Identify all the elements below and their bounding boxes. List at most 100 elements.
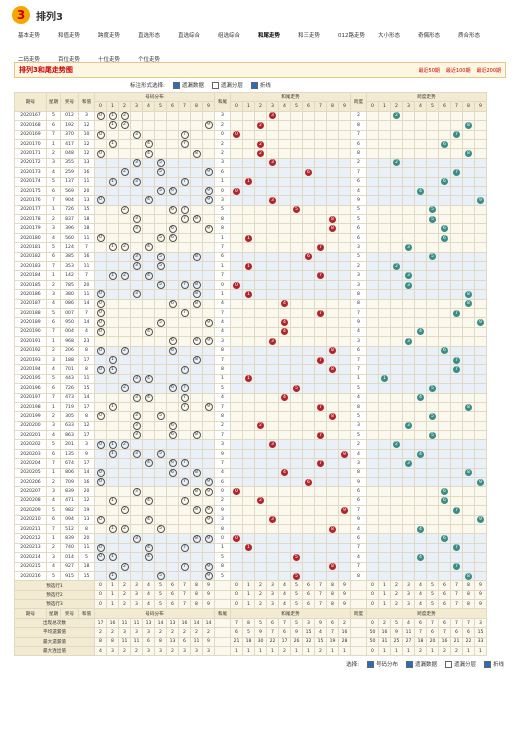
hit-cell: 4 [414, 448, 427, 460]
nav-tab[interactable]: 直选综合 [178, 33, 201, 39]
nav-tab[interactable]: 和三走势 [298, 33, 321, 39]
nav-tab[interactable]: 质合形态 [458, 33, 481, 39]
span: 6 [350, 232, 367, 244]
cell [178, 317, 191, 328]
cell [390, 298, 403, 310]
footer-option[interactable]: 遗漏分层 [444, 660, 476, 669]
nav-tab[interactable]: 大小形态 [378, 33, 401, 39]
checkbox[interactable] [172, 82, 180, 89]
nav-tab[interactable]: 和值走势 [58, 33, 81, 39]
range-link[interactable]: 最近100期 [445, 67, 471, 74]
hit-ball: 1 [245, 262, 252, 270]
cell [390, 326, 403, 338]
cell: 2020204 [14, 458, 47, 469]
cell: 1 [46, 204, 61, 216]
cell [178, 552, 191, 563]
nav-tab[interactable]: 个位走势 [138, 57, 161, 63]
cell: 726 [60, 383, 79, 394]
nav-tab[interactable]: 百位走势 [58, 57, 81, 63]
cell [178, 354, 191, 366]
digit-header: 6 [166, 101, 179, 112]
cell [278, 364, 291, 375]
preview-row: 预选行3 0 1 2 3 4 5 6 7 8 9 0 1 2 3 4 5 6 7 8 9 0 1 2 3 4 5 6 7 8 9 [14, 599, 487, 610]
cell [254, 364, 267, 375]
cell [278, 439, 291, 450]
hit-ball: 8 [192, 215, 201, 223]
cell [254, 392, 267, 403]
cell [378, 533, 391, 544]
cell [290, 148, 303, 159]
footer-option[interactable]: 折线 [483, 660, 504, 669]
cell [278, 185, 291, 197]
range-link[interactable]: 最近50期 [418, 67, 440, 74]
checkbox[interactable] [366, 661, 374, 669]
nav-tab[interactable]: 组选综合 [218, 33, 241, 39]
cell [378, 448, 391, 460]
hit-ball: 3 [405, 281, 412, 289]
footer-option[interactable]: 号码分布 [366, 660, 398, 669]
cell [202, 176, 215, 187]
cell: 2020174 [14, 176, 47, 187]
data-row: 2020188 5 007 7 0 7 7 7 7 7 [14, 307, 487, 319]
cell [450, 486, 463, 497]
nav-tab[interactable]: 和尾走势 [258, 33, 281, 39]
cell [302, 392, 315, 403]
span: 8 [350, 148, 367, 159]
cell: 13 [78, 514, 95, 525]
cell [378, 232, 391, 244]
nav-tab[interactable]: 奇偶形态 [418, 33, 441, 39]
cell [278, 552, 291, 563]
footer-option[interactable]: 遗漏数据 [405, 660, 437, 669]
cell [254, 167, 267, 178]
hit-ball: 2 [120, 347, 129, 355]
cell [166, 261, 179, 272]
hit-cell: 3 [266, 336, 279, 347]
cell [106, 542, 119, 554]
cell: 7 [46, 392, 61, 403]
nav-tab[interactable]: 基本走势 [18, 33, 41, 39]
hit-cell: 6 [438, 176, 451, 187]
checkbox[interactable] [405, 661, 413, 669]
nav-tab[interactable]: 跨度走势 [98, 33, 121, 39]
span: 6 [350, 533, 367, 544]
hit-cell: 3 [130, 430, 143, 441]
cell [242, 148, 255, 159]
checkbox[interactable] [250, 82, 258, 89]
nav-tab[interactable]: 直选形态 [138, 33, 161, 39]
cell [414, 195, 427, 206]
cell [438, 214, 451, 225]
cell: 188 [60, 354, 79, 366]
checkbox[interactable] [483, 661, 491, 669]
hit-ball: 5 [429, 431, 436, 439]
option[interactable]: 折线 [250, 81, 271, 89]
cell [166, 411, 179, 422]
cell [254, 514, 267, 525]
cell [266, 167, 279, 178]
cell [154, 129, 167, 140]
range-link[interactable]: 最近200期 [476, 67, 501, 74]
nav-tab[interactable]: 012路走势 [338, 33, 365, 39]
sum-tail: 6 [214, 251, 231, 263]
hit-cell: 0 [94, 439, 107, 450]
column-header: 跨度走势 [366, 608, 487, 619]
cell [338, 261, 351, 272]
nav-tab[interactable]: 十位走势 [98, 57, 121, 63]
cell: 5 [46, 242, 61, 253]
cell [438, 430, 451, 441]
hit-ball: 3 [132, 178, 141, 186]
option[interactable]: 遗漏分层 [211, 81, 243, 89]
stat-value: 3 [178, 646, 191, 657]
cell [302, 430, 315, 441]
cell [118, 392, 131, 403]
cell [130, 561, 143, 572]
preview-cell: 9 [474, 580, 487, 591]
checkbox[interactable] [444, 661, 452, 669]
hit-cell: 1 [106, 495, 119, 507]
span: 7 [350, 542, 367, 554]
cell [278, 430, 291, 441]
nav-tab[interactable]: 二码走势 [18, 57, 41, 63]
checkbox[interactable] [211, 82, 219, 89]
option[interactable]: 遗漏数据 [172, 81, 204, 89]
cell [378, 242, 391, 253]
column-header: 和尾 [214, 608, 231, 619]
